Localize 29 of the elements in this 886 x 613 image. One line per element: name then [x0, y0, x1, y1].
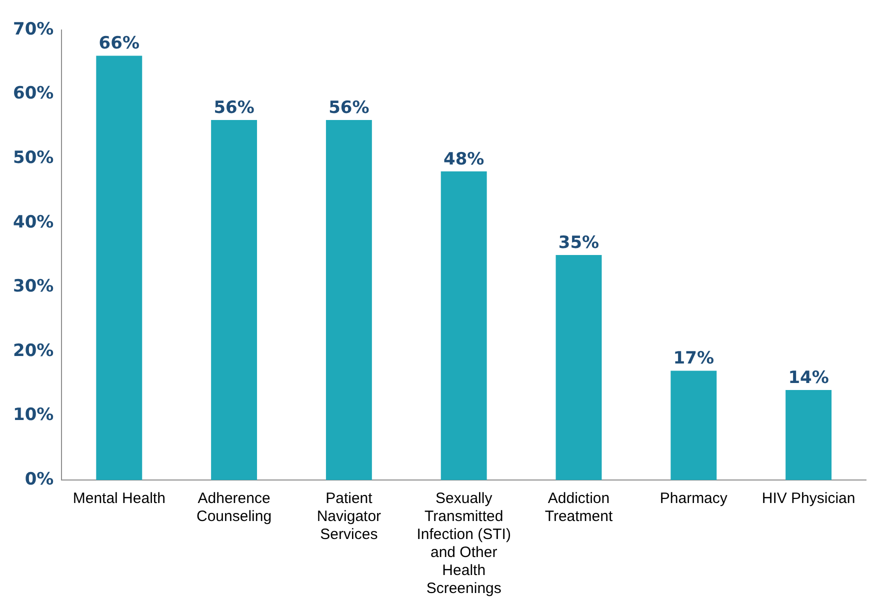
x-tick-label: Sexually Transmitted Infection (STI) and Other Health Screenings	[416, 490, 511, 598]
x-tick-label: Pharmacy	[660, 490, 728, 508]
bar	[326, 120, 372, 480]
data-label: 48%	[443, 149, 484, 170]
y-tick-label: 50%	[12, 148, 54, 168]
bar	[556, 255, 602, 480]
y-tick-label: 20%	[12, 340, 54, 361]
y-tick-label: 60%	[12, 84, 54, 104]
x-tick-label: Adherence Counseling	[196, 490, 272, 526]
y-tick-label: 70%	[12, 19, 54, 40]
data-label: 17%	[673, 348, 714, 369]
data-label: 14%	[788, 368, 829, 388]
bar	[440, 171, 487, 480]
y-tick-label: 10%	[12, 405, 54, 426]
x-tick-label: Mental Health	[72, 490, 166, 508]
data-label: 56%	[328, 98, 370, 118]
x-tick-label: HIV Physician	[762, 490, 856, 508]
bar	[96, 56, 142, 480]
y-tick-label: 0%	[24, 469, 54, 490]
data-label: 35%	[558, 232, 600, 253]
x-tick-label: Patient Navigator Services	[316, 490, 382, 544]
data-label: 56%	[214, 98, 254, 118]
y-tick-label: 40%	[12, 212, 54, 232]
y-tick-label: 30%	[12, 276, 54, 297]
bar	[670, 370, 717, 480]
bar	[786, 390, 832, 480]
x-tick-label: Addiction Treatment	[544, 490, 614, 526]
data-label: 66%	[98, 34, 140, 54]
bar	[211, 120, 258, 480]
